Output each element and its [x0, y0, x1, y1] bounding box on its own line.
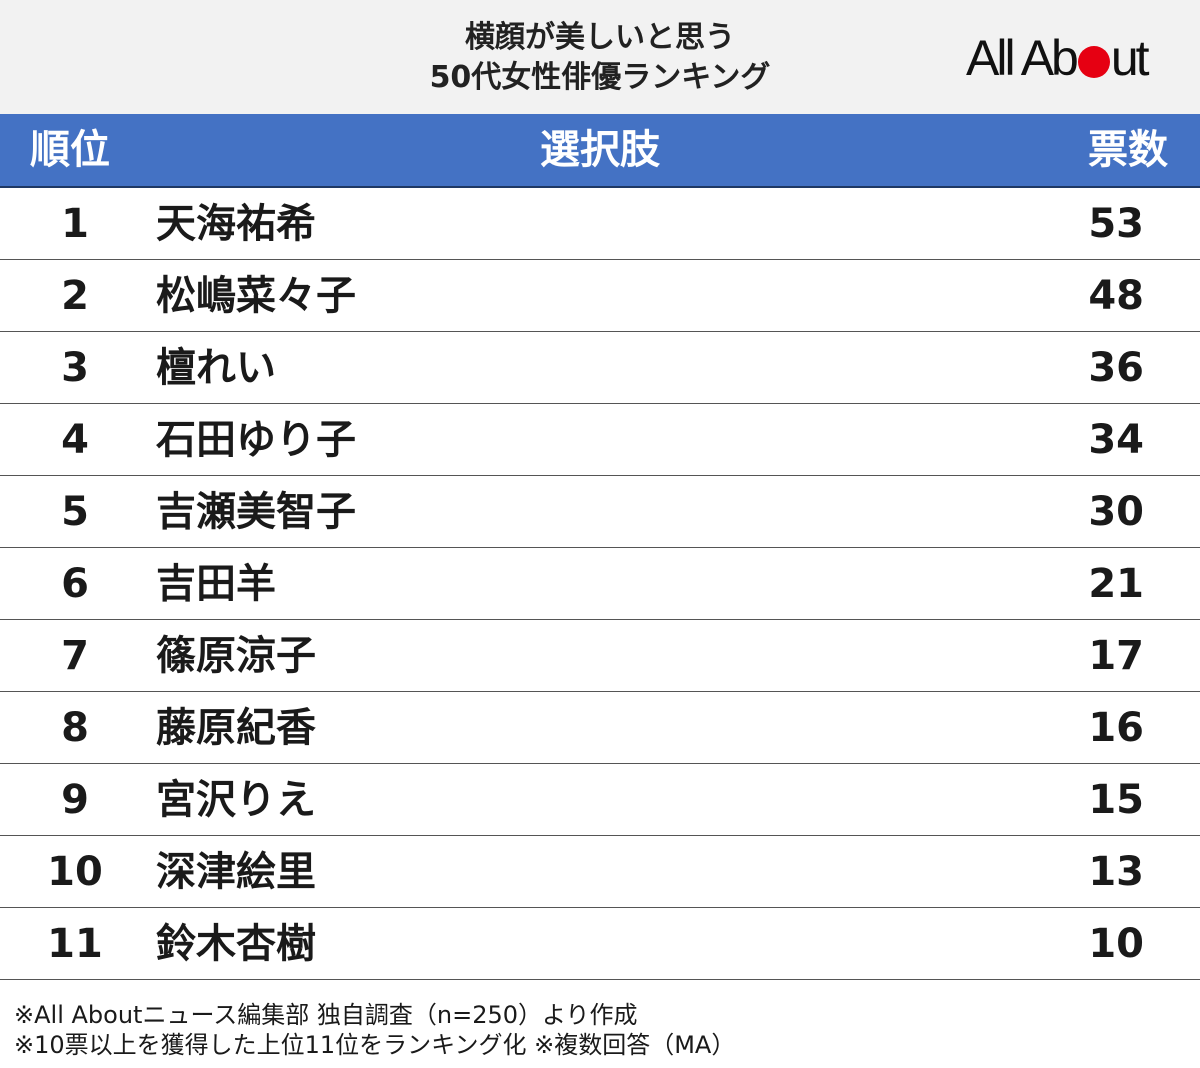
footnote-method: ※10票以上を獲得した上位11位をランキング化 ※複数回答（MA） — [14, 1031, 736, 1059]
footnotes: ※All Aboutニュース編集部 独自調査（n=250）より作成 ※10票以上… — [14, 1000, 1194, 1060]
votes-cell: 15 — [1088, 777, 1144, 823]
chart-title: 横顔が美しいと思う 50代女性俳優ランキング — [300, 18, 900, 98]
votes-cell: 21 — [1088, 561, 1144, 607]
all-about-logo: All Ab ut — [966, 30, 1150, 86]
rank-cell: 9 — [61, 777, 89, 823]
chart-title-line2: 50代女性俳優ランキング — [429, 60, 771, 95]
header-votes: 票数 — [1088, 127, 1168, 173]
rank-cell: 11 — [47, 921, 103, 967]
votes-cell: 13 — [1088, 849, 1144, 895]
logo-red-circle — [1077, 46, 1110, 78]
table-row: 8 藤原紀香 16 — [0, 692, 1200, 764]
votes-cell: 30 — [1088, 489, 1144, 535]
votes-cell: 34 — [1088, 417, 1144, 463]
name-cell: 吉田羊 — [156, 561, 276, 607]
title-banner: 横顔が美しいと思う 50代女性俳優ランキング All Ab ut — [0, 0, 1200, 114]
votes-cell: 16 — [1088, 705, 1144, 751]
chart-title-line1: 横顔が美しいと思う — [465, 20, 735, 55]
header-rank: 順位 — [30, 127, 110, 173]
rank-cell: 3 — [61, 345, 89, 391]
name-cell: 篠原涼子 — [156, 633, 316, 679]
votes-cell: 10 — [1088, 921, 1144, 967]
footnote-source: ※All Aboutニュース編集部 独自調査（n=250）より作成 — [14, 1001, 638, 1029]
name-cell: 吉瀬美智子 — [156, 489, 356, 535]
name-cell: 檀れい — [156, 345, 276, 391]
rank-cell: 5 — [61, 489, 89, 535]
table-row: 10 深津絵里 13 — [0, 836, 1200, 908]
rank-cell: 2 — [61, 273, 89, 319]
name-cell: 深津絵里 — [156, 849, 316, 895]
table-row: 6 吉田羊 21 — [0, 548, 1200, 620]
table-row: 4 石田ゆり子 34 — [0, 404, 1200, 476]
rank-cell: 10 — [47, 849, 103, 895]
name-cell: 鈴木杏樹 — [156, 921, 316, 967]
table-row: 7 篠原涼子 17 — [0, 620, 1200, 692]
rank-cell: 1 — [61, 201, 89, 247]
table-row: 1 天海祐希 53 — [0, 188, 1200, 260]
votes-cell: 53 — [1088, 201, 1144, 247]
rank-cell: 6 — [61, 561, 89, 607]
table-row: 11 鈴木杏樹 10 — [0, 908, 1200, 980]
votes-cell: 48 — [1088, 273, 1144, 319]
name-cell: 宮沢りえ — [156, 777, 316, 823]
table-row: 9 宮沢りえ 15 — [0, 764, 1200, 836]
name-cell: 松嶋菜々子 — [156, 273, 356, 319]
rank-cell: 4 — [61, 417, 89, 463]
table-body: 1 天海祐希 53 2 松嶋菜々子 48 3 檀れい 36 4 石田ゆり子 34 5 吉瀬美智子 30 6 吉田… — [0, 188, 1200, 980]
table-row: 2 松嶋菜々子 48 — [0, 260, 1200, 332]
logo-text-left: All Ab — [966, 30, 1079, 86]
name-cell: 石田ゆり子 — [156, 417, 356, 463]
rank-cell: 7 — [61, 633, 89, 679]
table-row: 3 檀れい 36 — [0, 332, 1200, 404]
logo-text-right: ut — [1110, 30, 1150, 86]
table-header: 順位 選択肢 票数 — [0, 114, 1200, 188]
header-choice: 選択肢 — [540, 127, 660, 173]
name-cell: 藤原紀香 — [156, 705, 316, 751]
table-row: 5 吉瀬美智子 30 — [0, 476, 1200, 548]
votes-cell: 17 — [1088, 633, 1144, 679]
votes-cell: 36 — [1088, 345, 1144, 391]
name-cell: 天海祐希 — [156, 201, 316, 247]
rank-cell: 8 — [61, 705, 89, 751]
